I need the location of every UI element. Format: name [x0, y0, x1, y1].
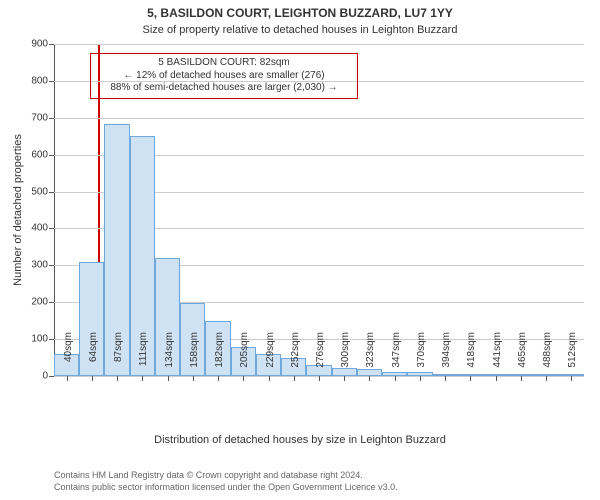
- gridline: [54, 118, 584, 119]
- xtick-label: 158sqm: [189, 332, 200, 382]
- xtick-label: 64sqm: [88, 332, 99, 382]
- xtick-label: 300sqm: [340, 332, 351, 382]
- chart-title: 5, BASILDON COURT, LEIGHTON BUZZARD, LU7…: [0, 6, 600, 20]
- xtick-label: 418sqm: [466, 332, 477, 382]
- xtick-label: 182sqm: [214, 332, 225, 382]
- credit-line: Contains public sector information licen…: [54, 482, 398, 492]
- annotation-line: 5 BASILDON COURT: 82sqm: [97, 57, 351, 70]
- y-axis-line: [54, 44, 55, 376]
- annotation-line: ← 12% of detached houses are smaller (27…: [97, 70, 351, 83]
- ytick-label: 900: [31, 39, 54, 50]
- annotation-box: 5 BASILDON COURT: 82sqm ← 12% of detache…: [90, 53, 358, 99]
- xtick-label: 488sqm: [542, 332, 553, 382]
- chart-subtitle: Size of property relative to detached ho…: [0, 24, 600, 36]
- xtick-label: 394sqm: [441, 332, 452, 382]
- xtick-label: 370sqm: [416, 332, 427, 382]
- x-axis-label: Distribution of detached houses by size …: [0, 434, 600, 446]
- xtick-label: 252sqm: [290, 332, 301, 382]
- chart-root: 5, BASILDON COURT, LEIGHTON BUZZARD, LU7…: [0, 0, 600, 500]
- xtick-label: 347sqm: [391, 332, 402, 382]
- xtick-label: 512sqm: [567, 332, 578, 382]
- gridline: [54, 44, 584, 45]
- ytick-label: 500: [31, 186, 54, 197]
- xtick-label: 111sqm: [138, 332, 149, 382]
- annotation-line: 88% of semi-detached houses are larger (…: [97, 82, 351, 95]
- ytick-label: 100: [31, 334, 54, 345]
- xtick-label: 40sqm: [63, 332, 74, 382]
- xtick-label: 441sqm: [492, 332, 503, 382]
- y-axis-label: Number of detached properties: [12, 44, 24, 376]
- xtick-label: 229sqm: [265, 332, 276, 382]
- xtick-label: 465sqm: [517, 332, 528, 382]
- xtick-label: 276sqm: [315, 332, 326, 382]
- xtick-label: 205sqm: [239, 332, 250, 382]
- xtick-label: 134sqm: [164, 332, 175, 382]
- ytick-label: 700: [31, 112, 54, 123]
- ytick-label: 0: [42, 371, 54, 382]
- ytick-label: 200: [31, 297, 54, 308]
- xtick-label: 87sqm: [113, 332, 124, 382]
- ytick-label: 800: [31, 75, 54, 86]
- credit-line: Contains HM Land Registry data © Crown c…: [54, 470, 363, 480]
- ytick-label: 400: [31, 223, 54, 234]
- ytick-label: 300: [31, 260, 54, 271]
- xtick-label: 323sqm: [365, 332, 376, 382]
- ytick-label: 600: [31, 149, 54, 160]
